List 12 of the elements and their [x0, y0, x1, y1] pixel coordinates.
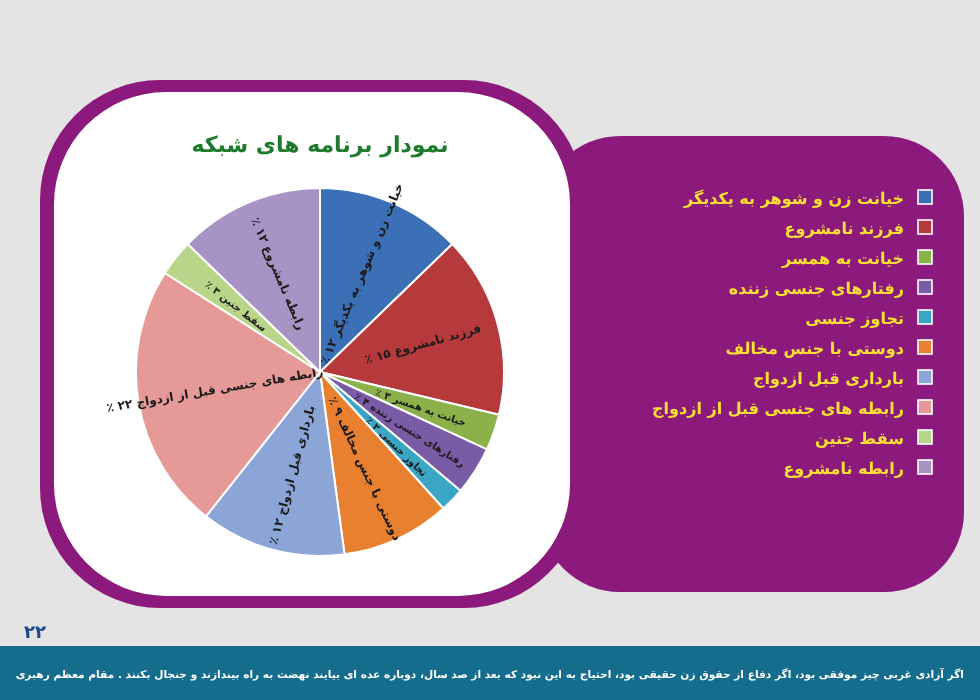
legend-label: رابطه نامشروع — [783, 460, 905, 478]
legend-label: خیانت به همسر — [780, 250, 905, 268]
legend-label: فرزند نامشروع — [784, 220, 904, 238]
legend-label: رفتارهای جنسی زننده — [728, 280, 905, 298]
legend-label: سقط جنین — [815, 430, 905, 448]
legend-label: خیانت زن و شوهر به یکدیگر — [681, 188, 905, 208]
legend-label: بارداری قبل ازدواج — [752, 370, 904, 388]
chart-title: نمودار برنامه های شبکه — [191, 132, 449, 158]
legend-label: تجاوز جنسی — [805, 310, 904, 328]
text: ۲۲ — [24, 624, 47, 644]
legend-label: دوستی با جنس مخالف — [725, 340, 904, 358]
legend-label: رابطه های جنسی قبل از ازدواج — [652, 400, 905, 418]
